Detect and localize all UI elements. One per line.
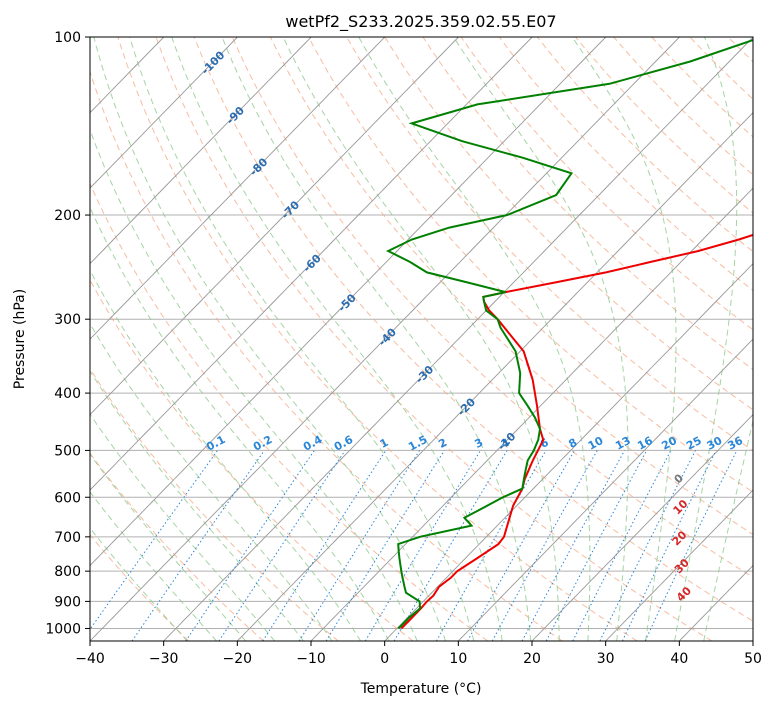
isotherm-line <box>236 112 753 641</box>
x-axis-label: Temperature (°C) <box>360 681 482 697</box>
dry-adiabat-line <box>231 37 753 578</box>
moist-adiabat-line <box>674 37 738 641</box>
moist-adiabat-line <box>129 37 475 641</box>
moist-adiabat-line <box>571 37 677 641</box>
plot-background <box>90 37 753 641</box>
isotherm-line <box>90 37 386 340</box>
dry-adiabat-line <box>90 182 488 641</box>
mixing-ratio-line <box>467 450 575 641</box>
y-tick-label: 100 <box>54 30 81 46</box>
mixing-ratio-line <box>521 450 626 641</box>
mixing-ratio-label: 25 <box>684 434 704 453</box>
temperature-profile-line <box>400 233 753 630</box>
mixing-ratio-line <box>185 450 315 641</box>
x-tick-label: −10 <box>296 651 326 667</box>
isotherm-line <box>384 263 753 641</box>
y-tick-label: 200 <box>54 208 81 224</box>
isotherm-line <box>90 37 680 641</box>
isotherm-line <box>678 564 753 641</box>
dry-adiabat-line <box>193 37 753 622</box>
moist-adiabat-line <box>90 453 247 641</box>
dry-adiabat-line <box>117 37 638 641</box>
moist-adiabat-line <box>90 128 418 641</box>
moist-adiabat-line <box>90 413 275 641</box>
mixing-ratio-line <box>599 450 697 641</box>
y-tick-label: 400 <box>54 386 81 402</box>
mixing-ratio-label: 16 <box>635 434 655 453</box>
x-tick-label: −40 <box>75 651 105 667</box>
isotherm-line <box>90 37 533 491</box>
x-tick-label: −30 <box>149 651 179 667</box>
y-tick-label: 700 <box>54 530 81 546</box>
mixing-ratio-line <box>325 450 445 641</box>
mixing-ratio-line <box>218 450 346 641</box>
y-tick-label: 600 <box>54 490 81 506</box>
mixing-ratio-line <box>572 450 672 641</box>
isotherm-line <box>90 37 459 416</box>
dry-adiabat-line <box>346 37 753 452</box>
y-tick-label: 900 <box>54 594 81 610</box>
mixing-ratio-label: 30 <box>705 434 725 453</box>
mixing-ratio-line <box>90 450 218 631</box>
y-axis-label: Pressure (hPa) <box>12 289 28 389</box>
moist-adiabat-line <box>282 37 560 641</box>
isotherm-line <box>163 37 753 641</box>
plot-frame <box>89 36 754 642</box>
mixing-ratio-label: 36 <box>725 434 745 453</box>
mixing-ratio-line <box>131 450 265 641</box>
x-tick-label: 0 <box>380 651 389 667</box>
moist-adiabat-line <box>703 418 753 641</box>
isotherm-line <box>605 489 753 641</box>
dry-adiabat-line <box>269 37 753 535</box>
y-tick-label: 800 <box>54 564 81 580</box>
mixing-ratio-label: 20 <box>659 434 679 453</box>
dry-adiabat-line <box>90 367 339 641</box>
dry-adiabat-line <box>90 70 563 641</box>
moist-adiabat-line <box>453 37 629 641</box>
x-tick-label: 20 <box>523 651 541 667</box>
isotherm-line <box>90 37 607 567</box>
moist-adiabat-line <box>358 37 591 641</box>
x-tick-label: 30 <box>597 651 615 667</box>
dry-adiabat-line <box>90 452 264 641</box>
mixing-ratio-line <box>491 450 598 641</box>
x-tick-label: −20 <box>223 651 253 667</box>
x-tick-label: 10 <box>449 651 467 667</box>
dry-adiabat-line <box>766 37 775 641</box>
y-tick-label: 300 <box>54 312 81 328</box>
mixing-ratio-label: 13 <box>613 434 633 453</box>
x-tick-label: 50 <box>744 651 762 667</box>
moist-adiabat-line <box>171 37 503 641</box>
y-tick-label: 1000 <box>45 621 81 637</box>
isotherm-line <box>752 640 753 641</box>
moist-adiabat-line <box>90 370 304 641</box>
dry-adiabat-line <box>308 37 753 493</box>
isotherm-line <box>457 338 753 641</box>
moist-adiabat-line <box>90 322 333 641</box>
dewpoint-profile-line <box>385 39 753 630</box>
x-tick-label: 40 <box>670 651 688 667</box>
mixing-ratio-line <box>262 450 387 641</box>
chart-title: wetPf2_S233.2025.359.02.55.E07 <box>285 12 556 32</box>
moist-adiabat-line <box>90 206 390 641</box>
y-tick-label: 500 <box>54 443 81 459</box>
mixing-ratio-label: 10 <box>586 434 606 453</box>
isotherm-line <box>531 413 753 641</box>
